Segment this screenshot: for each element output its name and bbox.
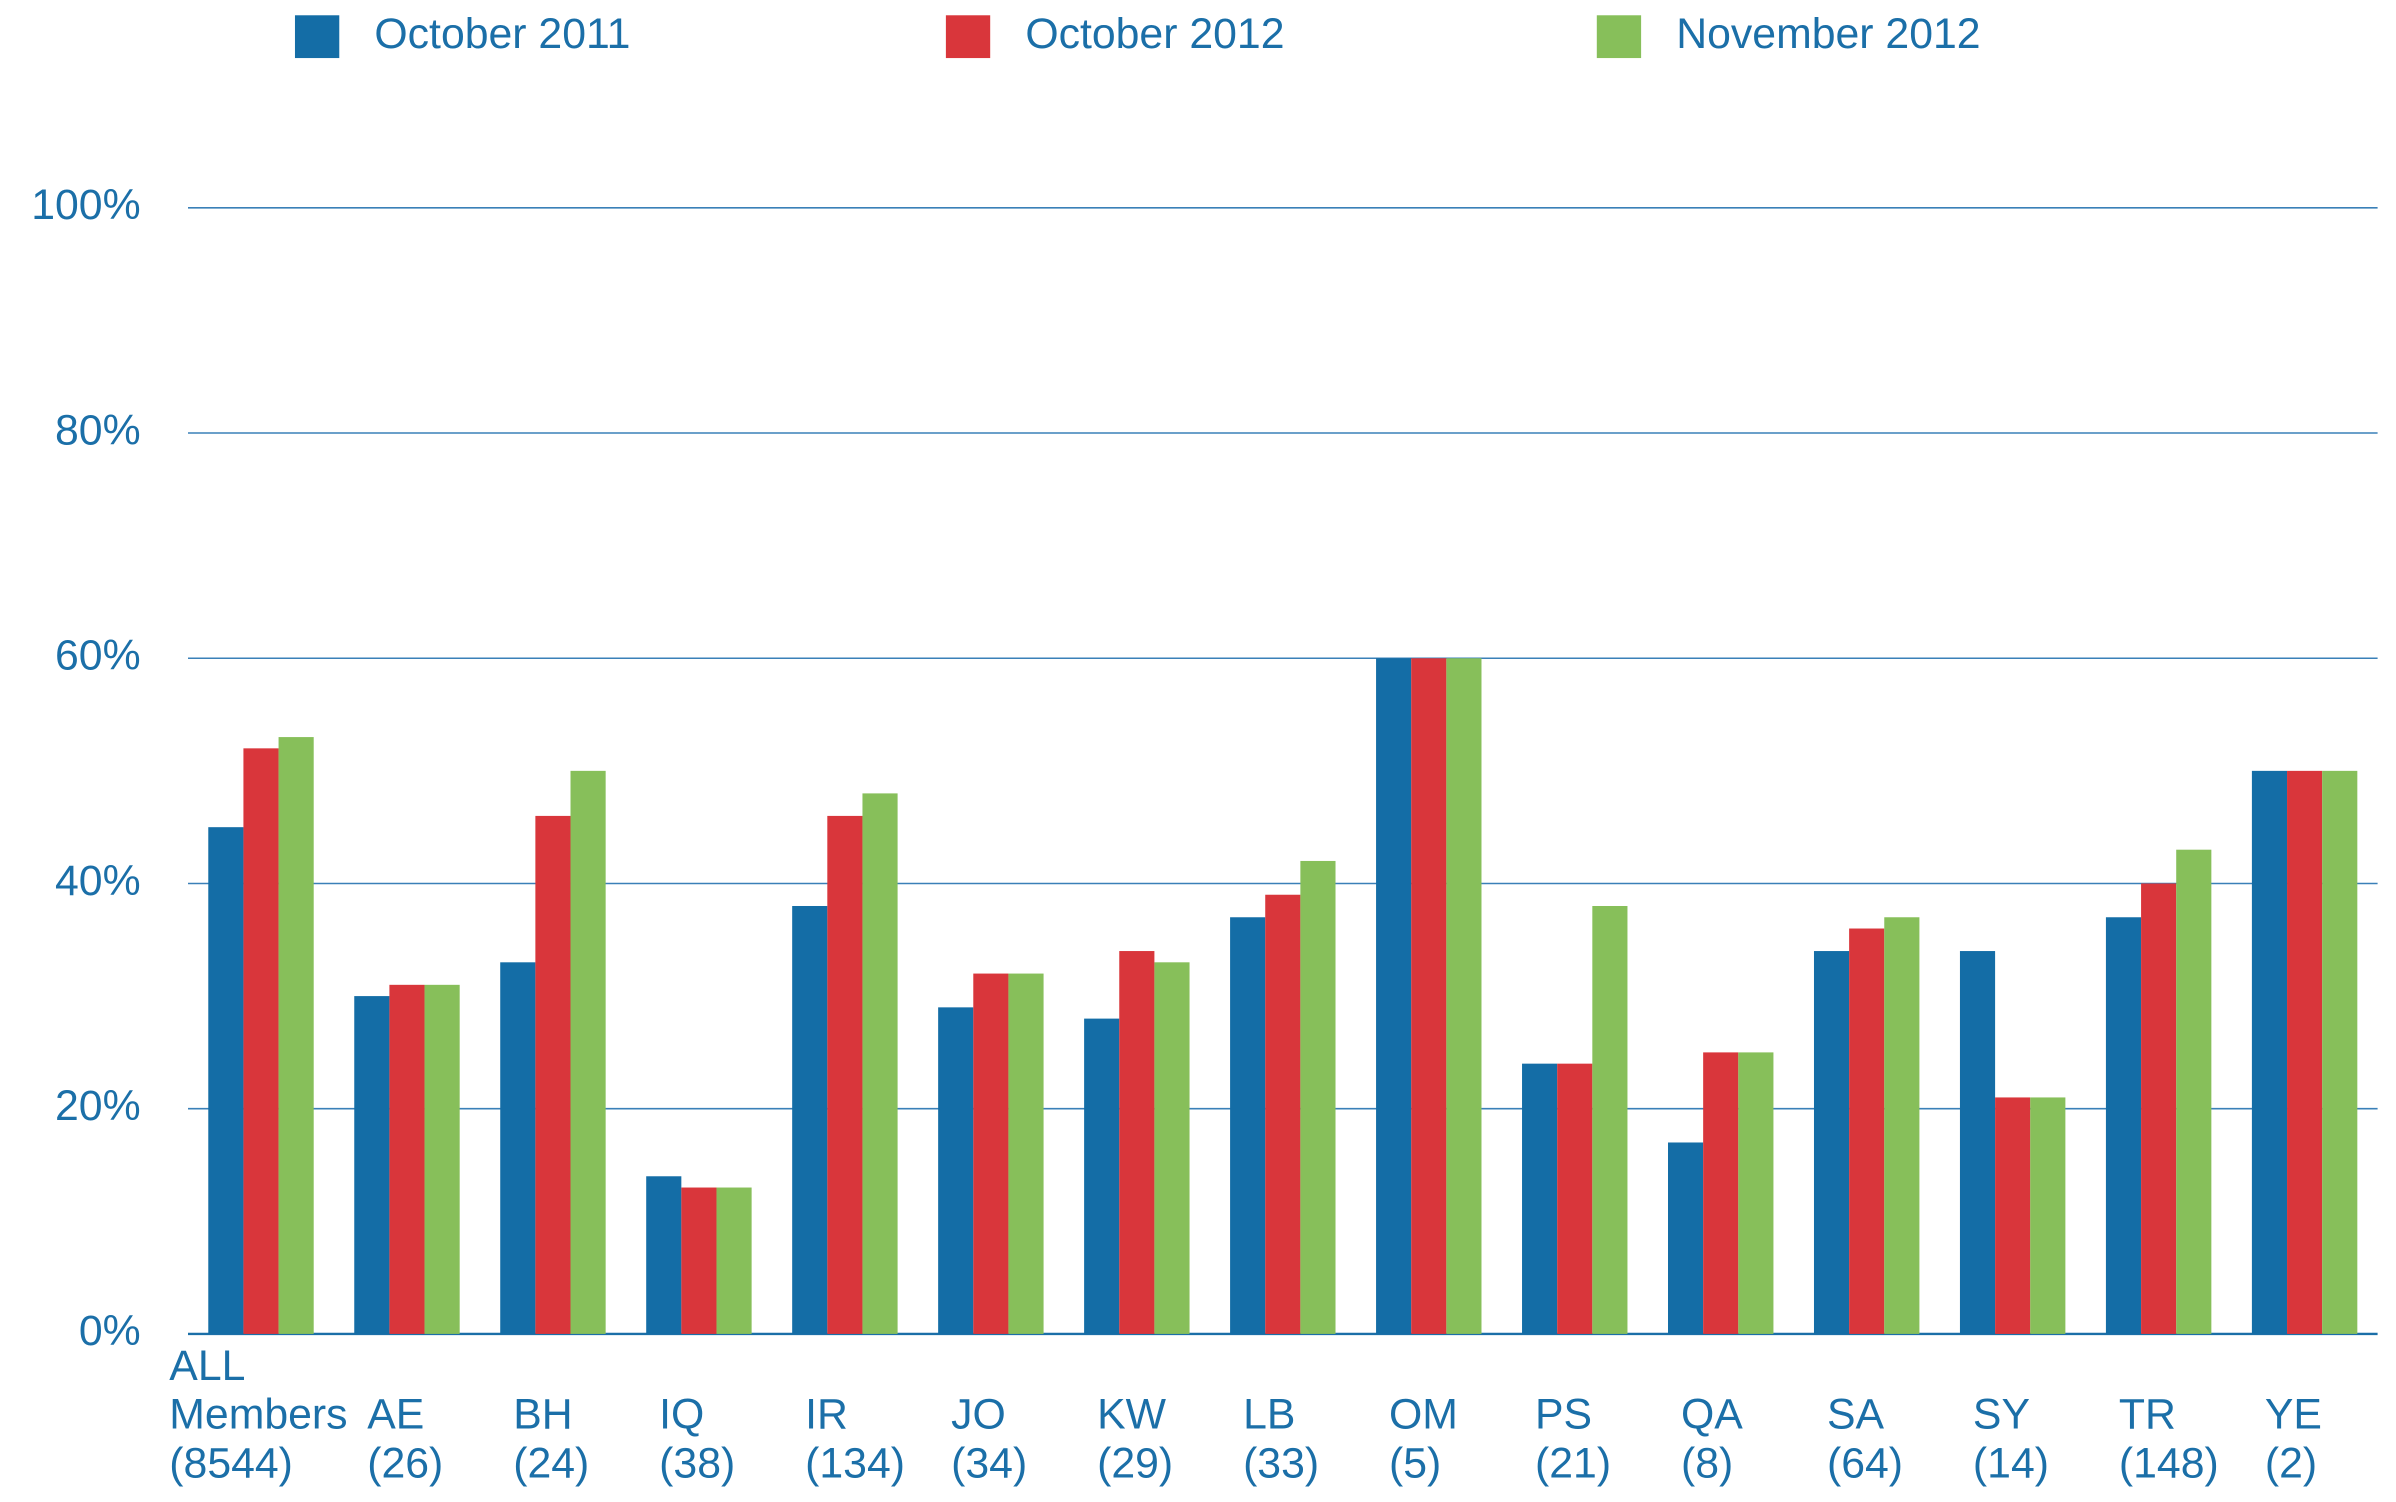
x-tick-label: (134): [805, 1440, 905, 1488]
bar: [1959, 951, 1996, 1334]
x-tick-label: (64): [1827, 1440, 1903, 1488]
y-tick-label: 60%: [55, 632, 141, 680]
bar: [681, 1187, 717, 1334]
legend: October 2011 October 2012 November 2012: [294, 10, 1981, 59]
x-tick-label: SY: [1973, 1391, 2030, 1439]
x-tick-label: BH: [513, 1391, 572, 1439]
legend-swatch: [945, 15, 991, 59]
bar: [1522, 1063, 1558, 1334]
bar: [1813, 951, 1850, 1334]
bar: [1668, 1142, 1704, 1334]
x-tick-label: (8544): [169, 1440, 293, 1488]
legend-swatch: [1596, 15, 1642, 59]
bar: [938, 1007, 974, 1334]
y-tick-label: 20%: [55, 1082, 141, 1130]
x-tick-label: (2): [2265, 1440, 2317, 1488]
bar: [1300, 860, 1336, 1334]
x-tick-label: (24): [513, 1440, 589, 1488]
x-tick-label: SA: [1827, 1391, 1885, 1439]
bar: [792, 905, 828, 1334]
x-tick-label: AE: [367, 1391, 424, 1439]
bar: [2176, 849, 2212, 1334]
bar: [208, 827, 244, 1334]
bar: [1154, 962, 1190, 1334]
x-tick-label: (8): [1681, 1440, 1733, 1488]
bar: [1995, 1097, 2031, 1334]
bar: [1557, 1063, 1593, 1334]
bar: [1230, 917, 1266, 1334]
bar: [862, 793, 898, 1334]
bar: [827, 815, 863, 1334]
x-tick-label: (33): [1243, 1440, 1319, 1488]
bar: [2030, 1097, 2066, 1334]
x-tick-label: (21): [1535, 1440, 1611, 1488]
legend-label: November 2012: [1676, 10, 1980, 58]
x-tick-label: (29): [1097, 1440, 1173, 1488]
x-tick-label: JO: [951, 1391, 1006, 1439]
bar: [243, 748, 279, 1334]
bar: [535, 815, 571, 1334]
bar: [1411, 658, 1447, 1334]
x-tick-label: (38): [659, 1440, 735, 1488]
x-tick-label: IR: [805, 1391, 848, 1439]
bar: [1849, 928, 1885, 1334]
y-tick-label: 40%: [55, 857, 141, 905]
bar: [2287, 770, 2323, 1334]
y-tick-label: 80%: [55, 406, 141, 454]
bar: [500, 962, 536, 1334]
legend-label: October 2011: [374, 10, 630, 58]
bar: [646, 1176, 682, 1334]
bar: [2141, 883, 2177, 1334]
bar: [973, 973, 1009, 1334]
x-tick-label: (5): [1389, 1440, 1441, 1488]
bar: [1592, 905, 1628, 1334]
bar: [1119, 951, 1155, 1334]
legend-label: October 2012: [1025, 10, 1284, 58]
x-tick-label: TR: [2119, 1391, 2176, 1439]
legend-swatch: [294, 15, 340, 59]
bar: [1265, 894, 1301, 1334]
x-tick-label: PS: [1535, 1391, 1592, 1439]
bar: [2322, 770, 2358, 1334]
y-tick-label: 100%: [31, 181, 140, 229]
x-tick-label: LB: [1243, 1391, 1295, 1439]
x-tick-label: QA: [1681, 1391, 1743, 1439]
bar: [716, 1187, 752, 1334]
x-tick-label: Members: [169, 1391, 347, 1439]
x-tick-label: (14): [1973, 1440, 2049, 1488]
bar: [1703, 1052, 1739, 1334]
x-tick-label: OM: [1389, 1391, 1458, 1439]
bar: [424, 984, 460, 1334]
bar: [2105, 917, 2142, 1334]
bar: [2251, 770, 2288, 1334]
x-tick-label: ALL: [169, 1342, 245, 1390]
bar: [1884, 917, 1920, 1334]
x-tick-label: (34): [951, 1440, 1027, 1488]
x-tick-label: IQ: [659, 1391, 704, 1439]
bar: [1446, 658, 1482, 1334]
bar: [1084, 1018, 1120, 1334]
y-tick-label: 0%: [79, 1307, 141, 1355]
bar: [570, 770, 606, 1334]
bar: [278, 737, 314, 1334]
x-tick-label: (148): [2119, 1440, 2219, 1488]
bar: [1008, 973, 1044, 1334]
bar: [389, 984, 425, 1334]
x-tick-label: YE: [2265, 1391, 2322, 1439]
bar: [1738, 1052, 1774, 1334]
bar: [1376, 658, 1412, 1334]
x-tick-label: (26): [367, 1440, 443, 1488]
x-tick-label: KW: [1097, 1391, 1167, 1439]
bar: [354, 996, 390, 1334]
